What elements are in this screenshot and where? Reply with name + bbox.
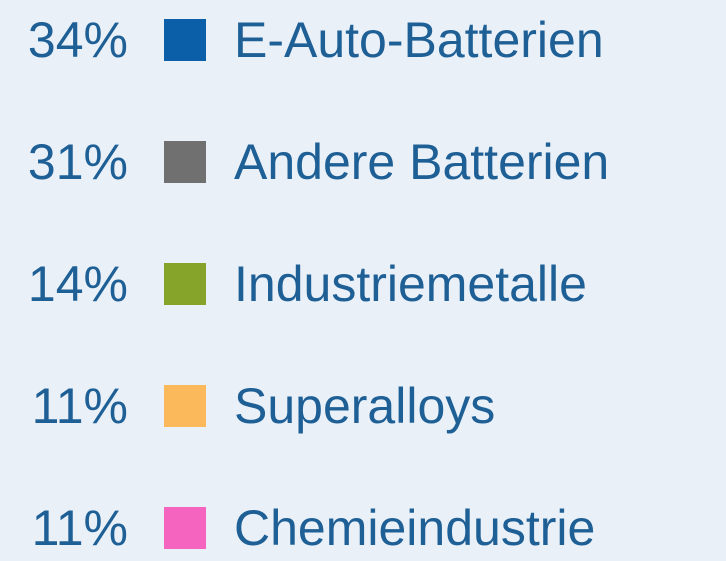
color-swatch: [164, 385, 206, 427]
color-swatch: [164, 263, 206, 305]
percent: 31%: [28, 134, 128, 190]
percent: 14%: [28, 256, 128, 312]
color-swatch: [164, 19, 206, 61]
legend-label: Chemieindustrie: [234, 500, 595, 556]
legend-label: E-Auto-Batterien: [234, 12, 604, 68]
percent: 11%: [32, 500, 128, 556]
legend-label: Superalloys: [234, 378, 495, 434]
percent: 34%: [28, 12, 128, 68]
color-swatch: [164, 507, 206, 549]
legend-label: Industriemetalle: [234, 256, 587, 312]
color-swatch: [164, 141, 206, 183]
legend-label: Andere Batterien: [234, 134, 609, 190]
percent: 11%: [32, 378, 128, 434]
